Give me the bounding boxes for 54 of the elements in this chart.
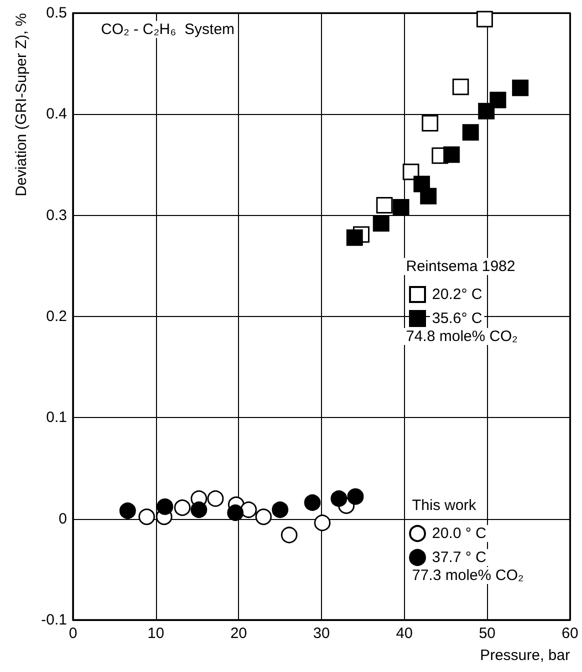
point	[314, 514, 331, 532]
y-tick-label: 0	[58, 510, 67, 528]
x-tick-label: 30	[313, 625, 330, 642]
annotation: 77.3 mole% CO₂	[412, 567, 524, 584]
annotation: 74.8 mole% CO₂	[406, 328, 518, 345]
x-tick-label: 60	[562, 625, 578, 642]
point	[156, 498, 174, 515]
point	[330, 490, 348, 507]
point	[190, 501, 208, 518]
y-tick-label: 0.5	[46, 4, 67, 22]
y-tick-label: -0.1	[41, 612, 67, 628]
point	[392, 198, 410, 216]
y-tick-label: 0.1	[46, 409, 67, 426]
text: CO₂ - C₂H₆ System	[101, 21, 235, 38]
point	[462, 124, 479, 141]
point	[138, 508, 155, 526]
point	[347, 488, 364, 505]
legend-label: 20.2° C	[432, 286, 482, 303]
point	[490, 92, 506, 108]
x-tick-label: 40	[396, 625, 413, 642]
y-tick-label: 0.3	[46, 206, 67, 224]
point	[280, 526, 298, 544]
point	[420, 188, 437, 204]
point	[304, 494, 321, 511]
point	[227, 504, 244, 522]
point	[272, 501, 288, 518]
point	[174, 499, 191, 516]
point	[443, 146, 460, 163]
legend-label: 35.6° C	[432, 310, 482, 327]
point	[346, 229, 363, 246]
x-tick-label: 0	[68, 625, 78, 642]
point	[402, 164, 420, 180]
annotation: Reintsema 1982	[406, 258, 516, 275]
x-tick-label: 50	[478, 625, 496, 642]
legend-label: 37.7 ° C	[432, 549, 487, 566]
point	[119, 502, 136, 519]
point	[255, 508, 272, 526]
x-axis-title: Pressure, bar	[480, 647, 570, 664]
point	[240, 501, 257, 518]
annotation: This work	[412, 497, 477, 514]
point	[422, 115, 438, 132]
point	[452, 78, 469, 96]
y-tick-label: 0.2	[46, 308, 67, 325]
point	[376, 196, 393, 214]
point	[372, 215, 390, 232]
y-axis-title: Deviation (GRI-Super Z), %	[13, 13, 30, 196]
point	[512, 80, 529, 96]
point	[476, 10, 493, 28]
x-tick-label: 10	[147, 625, 164, 642]
point	[207, 490, 224, 507]
legend-label: 20.0 ° C	[432, 525, 487, 542]
x-tick-label: 20	[230, 625, 248, 642]
point	[478, 102, 495, 120]
y-tick-label: 0.4	[46, 106, 67, 123]
